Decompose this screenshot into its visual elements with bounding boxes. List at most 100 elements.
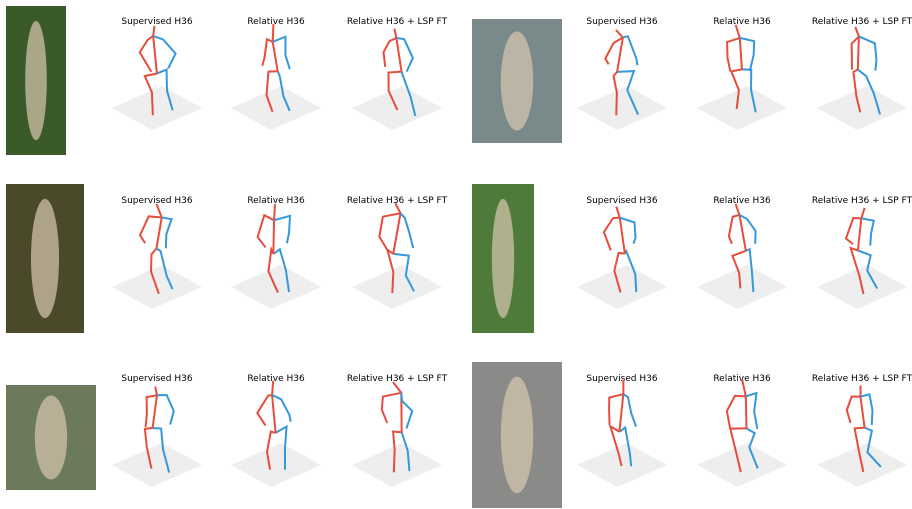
skeleton-limb — [622, 393, 637, 427]
panel-title: Relative H36 — [713, 374, 771, 384]
skeleton-limb — [612, 71, 618, 116]
skeleton-limb — [155, 203, 163, 249]
skeleton-limb — [272, 204, 276, 254]
skeleton-limb — [608, 393, 624, 425]
panel-title: Relative H36 — [713, 17, 771, 27]
skeleton-limb — [864, 426, 882, 468]
skeleton-limb — [393, 252, 415, 292]
person — [500, 376, 534, 494]
floor — [112, 86, 202, 130]
person — [34, 395, 68, 480]
skeleton-limb — [400, 71, 417, 117]
panel-title: Relative H36 + LSP FT — [812, 374, 912, 384]
skeleton-limb — [745, 391, 759, 430]
skeleton-limb — [271, 394, 292, 422]
skeleton-limb — [152, 427, 171, 473]
skeleton-limb — [739, 214, 757, 244]
skeleton-limb — [261, 37, 274, 67]
floor — [697, 86, 787, 130]
floor — [352, 265, 442, 309]
skeleton-limb — [276, 70, 291, 112]
panel-title: Supervised H36 — [121, 374, 192, 384]
skeleton-limb — [138, 215, 162, 244]
skeleton-limb — [861, 217, 876, 246]
skeleton-limb — [272, 35, 291, 70]
skeleton-limb — [729, 68, 743, 110]
skeleton-limb — [400, 392, 414, 429]
floor — [697, 265, 787, 309]
skeleton-limb — [852, 68, 862, 113]
skeleton-limb — [734, 203, 747, 251]
skeleton-limb — [725, 394, 746, 429]
skeleton-limb — [741, 68, 757, 113]
skeleton-limb — [745, 247, 755, 293]
panel-title: Supervised H36 — [121, 196, 192, 206]
skeleton-limb — [265, 70, 278, 113]
skeleton-limb — [853, 426, 865, 473]
person — [30, 198, 60, 319]
skeleton-limb — [857, 249, 879, 289]
floor — [697, 443, 787, 487]
panel-title: Supervised H36 — [586, 17, 657, 27]
skeleton-limb — [156, 393, 175, 425]
skeleton-limb — [378, 212, 401, 252]
panel-title: Relative H36 + LSP FT — [347, 17, 448, 27]
skeleton-limb — [271, 380, 277, 434]
panel-title: Relative H36 + LSP FT — [347, 374, 448, 384]
panel-title: Relative H36 — [713, 196, 771, 206]
panel-title: Relative H36 + LSP FT — [812, 196, 912, 206]
skeleton-limb — [845, 395, 861, 424]
skeleton-limb — [858, 35, 878, 71]
skeleton-limb — [382, 37, 397, 67]
skeleton-limb — [727, 213, 740, 245]
skeleton-limb — [392, 202, 402, 255]
skeleton-limb — [391, 430, 402, 473]
skeleton-limb — [393, 28, 403, 72]
skeleton-limb — [396, 36, 414, 73]
skeleton-limb — [615, 29, 624, 73]
skeleton-limb — [617, 70, 639, 115]
skeleton-limb — [844, 216, 862, 245]
panel-title: Supervised H36 — [121, 17, 192, 27]
panel-title: Supervised H36 — [586, 374, 657, 384]
skeleton-limb — [256, 393, 273, 426]
skeleton-limb — [729, 427, 747, 473]
skeleton-limb — [860, 393, 874, 425]
skeleton-limb — [387, 70, 402, 111]
panel-title: Relative H36 — [247, 17, 305, 27]
floor — [231, 86, 321, 130]
skeleton-limb — [608, 423, 623, 467]
skeleton-limb — [622, 34, 639, 66]
skeleton-limb — [155, 247, 174, 290]
panel-title: Relative H36 + LSP FT — [347, 196, 448, 206]
skeleton-limb — [150, 247, 160, 295]
floor — [817, 86, 907, 130]
skeleton-limb — [859, 385, 866, 428]
panel-title: Relative H36 — [247, 196, 305, 206]
skeleton-limb — [734, 24, 743, 70]
skeleton-limb — [143, 427, 153, 469]
skeleton-limb — [265, 430, 276, 470]
skeleton-limb — [739, 36, 756, 72]
skeleton-limb — [273, 214, 292, 244]
skeleton-limb — [267, 245, 279, 293]
skeleton-limb — [857, 68, 882, 115]
skeleton-limb — [151, 386, 158, 429]
panel-title: Supervised H36 — [586, 196, 657, 206]
panel-title: Relative H36 + LSP FT — [812, 17, 912, 27]
floor — [577, 86, 667, 130]
floor — [577, 265, 667, 309]
skeleton-limb — [604, 36, 624, 65]
skeleton-limb — [138, 35, 154, 73]
skeleton-limb — [726, 36, 741, 72]
skeleton-limb — [849, 246, 865, 295]
skeleton-limb — [613, 251, 626, 293]
skeleton-limb — [271, 23, 279, 72]
skeleton-limb — [275, 424, 288, 470]
floor — [231, 443, 321, 487]
skeleton-limb — [380, 391, 402, 424]
skeleton-limb — [741, 378, 748, 429]
skeleton-limb — [144, 394, 158, 428]
skeleton-limb — [618, 379, 625, 432]
